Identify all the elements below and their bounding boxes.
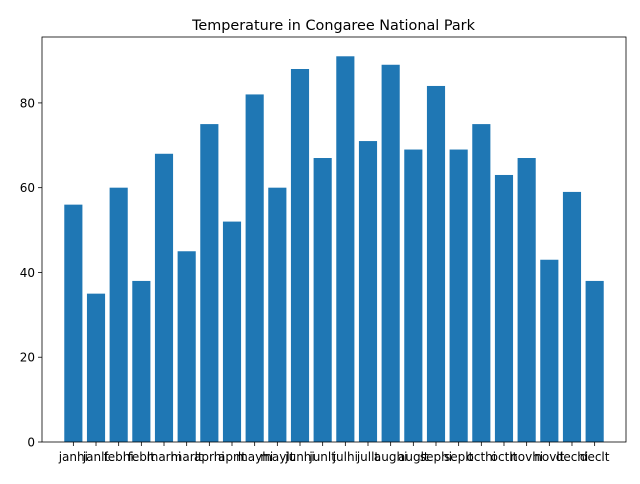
bar-aprlt <box>222 221 242 442</box>
bar-declt <box>585 280 604 442</box>
bar-auglt <box>404 149 423 443</box>
x-tick-label: janhi <box>58 450 88 464</box>
bar-sephi <box>426 85 446 443</box>
x-tick-label: aughi <box>374 450 408 464</box>
x-tick-label: sephi <box>420 450 452 464</box>
x-tick-label: marhi <box>147 450 182 464</box>
bar-mayhi <box>245 94 264 443</box>
bar-febhi <box>109 187 128 442</box>
y-tick-label: 0 <box>27 436 35 450</box>
x-tick-label: janlt <box>82 450 110 464</box>
x-tick-label: auglt <box>398 450 429 464</box>
x-tick-label: junhi <box>284 450 314 464</box>
bar-marlt <box>177 251 196 442</box>
x-tick-label: octlt <box>491 450 518 464</box>
x-tick-label: novlt <box>534 450 564 464</box>
bar-janhi <box>64 204 83 442</box>
bar-octhi <box>472 124 491 442</box>
chart-title: Temperature in Congaree National Park <box>191 18 476 34</box>
bar-feblt <box>132 280 151 442</box>
x-tick-label: julhi <box>332 450 358 464</box>
bar-junlt <box>313 158 332 442</box>
bar-marhi <box>154 153 174 442</box>
x-tick-label: novhi <box>510 450 543 464</box>
bar-dechi <box>562 191 582 442</box>
bar-novlt <box>540 259 559 442</box>
bars-group <box>64 56 604 443</box>
bar-janlt <box>86 293 106 442</box>
y-axis: 0 20 40 60 80 <box>20 96 42 450</box>
y-tick-label: 20 <box>20 351 35 365</box>
x-tick-label: dechi <box>556 450 589 464</box>
y-tick-label: 40 <box>20 266 35 280</box>
bar-aprhi <box>200 124 219 442</box>
x-tick-label: maylt <box>260 450 294 464</box>
plot-frame <box>41 36 627 443</box>
bar-novhi <box>517 158 536 442</box>
y-tick-label: 60 <box>20 181 35 195</box>
x-tick-label: junlt <box>308 450 336 464</box>
x-tick-label: febhi <box>104 450 134 464</box>
bar-aughi <box>381 64 400 442</box>
bar-junhi <box>290 69 310 442</box>
bar-maylt <box>268 187 287 442</box>
x-tick-label: declt <box>580 450 610 464</box>
bar-jullt <box>358 141 378 442</box>
bar-octlt <box>494 174 514 442</box>
x-tick-label: aprlt <box>218 450 246 464</box>
bar-seplt <box>449 149 468 443</box>
x-tick-label: marlt <box>171 450 203 464</box>
x-tick-label: aprhi <box>194 450 225 464</box>
bar-julhi <box>336 56 355 442</box>
x-tick-label: octhi <box>467 450 497 464</box>
x-tick-label: jullt <box>356 450 380 464</box>
x-tick-label: seplt <box>444 450 474 464</box>
x-axis: janhijanltfebhifebltmarhimarltaprhiaprlt… <box>58 442 610 464</box>
y-tick-label: 80 <box>20 96 35 110</box>
x-tick-label: feblt <box>128 450 156 464</box>
x-tick-label: mayhi <box>236 450 273 464</box>
